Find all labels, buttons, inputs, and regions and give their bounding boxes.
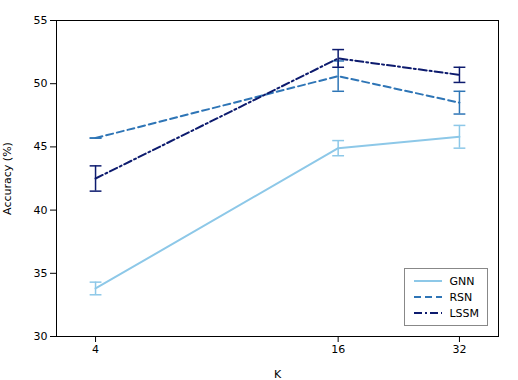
html-text:RSN: RSN: [449, 290, 473, 304]
svg-text:35: 35: [34, 267, 48, 280]
html-text:GNN: GNN: [449, 274, 475, 288]
svg-text:Accuracy (%): Accuracy (%): [1, 142, 14, 215]
svg-text:32: 32: [452, 343, 466, 356]
svg-text:30: 30: [34, 330, 48, 343]
svg-text:50: 50: [34, 77, 48, 90]
html-text:LSSM: LSSM: [449, 306, 479, 320]
svg-text:K: K: [274, 368, 282, 380]
svg-text:4: 4: [92, 343, 99, 356]
svg-text:55: 55: [34, 14, 48, 27]
svg-text:16: 16: [331, 343, 345, 356]
svg-text:40: 40: [34, 204, 48, 217]
svg-text:45: 45: [34, 140, 48, 153]
